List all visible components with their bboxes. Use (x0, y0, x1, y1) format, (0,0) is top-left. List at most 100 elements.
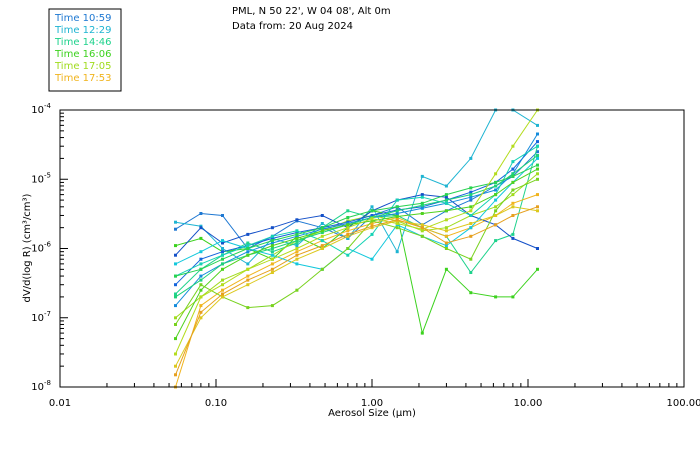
data-point (221, 214, 224, 217)
data-point (536, 156, 539, 160)
data-point (494, 205, 498, 209)
data-point (346, 236, 350, 240)
data-point (346, 253, 350, 257)
series-line (175, 145, 538, 277)
data-point (246, 267, 250, 271)
data-point (469, 205, 473, 209)
data-point (270, 234, 274, 238)
data-point (295, 239, 299, 243)
y-tick-label: 10-4 (31, 102, 51, 116)
data-point (370, 214, 374, 217)
data-point (536, 132, 539, 136)
data-point (174, 373, 177, 377)
legend-entry: Time 17:05 (54, 61, 111, 72)
data-point (494, 188, 498, 192)
data-point (174, 352, 177, 356)
data-point (270, 250, 274, 254)
data-point (320, 231, 324, 234)
data-point (320, 214, 324, 217)
data-point (395, 205, 399, 209)
data-point (511, 144, 515, 148)
data-point (246, 241, 250, 245)
data-point (174, 283, 177, 287)
data-point (395, 198, 399, 202)
data-point (511, 201, 515, 205)
data-point (370, 219, 374, 223)
data-point (199, 310, 203, 314)
data-point (395, 209, 399, 213)
data-point (270, 304, 274, 308)
data-point (494, 198, 498, 202)
data-point (320, 267, 324, 271)
data-point (174, 244, 177, 248)
data-point (246, 278, 250, 282)
data-point (420, 331, 424, 335)
data-point (295, 247, 299, 250)
data-point (395, 212, 399, 215)
data-point (395, 226, 399, 230)
data-point (444, 241, 448, 245)
data-point (444, 226, 448, 230)
data-point (295, 288, 299, 292)
data-point (370, 232, 374, 236)
data-point (346, 232, 350, 236)
data-point (444, 229, 448, 233)
legend-entry: Time 16:06 (54, 49, 111, 60)
data-point (270, 253, 274, 257)
data-point (199, 278, 203, 282)
data-point (320, 239, 324, 243)
data-point (320, 247, 324, 250)
data-point (174, 304, 177, 308)
series-line (175, 164, 538, 277)
data-point (221, 257, 224, 261)
data-point (370, 222, 374, 225)
data-point (469, 214, 473, 217)
data-point (469, 226, 473, 230)
data-point (420, 174, 424, 178)
data-point (444, 244, 448, 248)
data-point (420, 212, 424, 215)
data-point (174, 253, 177, 257)
data-point (221, 267, 224, 271)
data-point (444, 195, 448, 199)
data-point (420, 201, 424, 205)
data-point (536, 193, 539, 197)
data-point (246, 244, 250, 248)
data-point (536, 172, 539, 176)
data-point (536, 209, 539, 213)
series-line (175, 194, 538, 388)
data-point (199, 212, 203, 215)
data-point (295, 257, 299, 261)
data-point (199, 267, 203, 271)
data-point (295, 253, 299, 257)
data-point (174, 364, 177, 368)
y-tick-label: 10-7 (31, 310, 51, 324)
chart-title: PML, N 50 22', W 04 08', Alt 0m (232, 6, 391, 17)
data-point (395, 218, 399, 222)
data-point (174, 323, 177, 326)
data-point (370, 205, 374, 209)
data-point (469, 195, 473, 199)
data-point (295, 232, 299, 236)
data-point (511, 167, 515, 171)
data-point (174, 220, 177, 224)
data-point (221, 247, 224, 250)
data-point (346, 229, 350, 233)
series-line (175, 206, 538, 367)
data-point (395, 215, 399, 218)
data-point (469, 271, 473, 274)
data-point (469, 198, 473, 202)
data-point (511, 180, 515, 184)
data-point (444, 201, 448, 205)
data-point (174, 262, 177, 266)
data-point (346, 223, 350, 227)
series-line (175, 109, 538, 355)
data-point (270, 267, 274, 271)
data-point (536, 144, 539, 148)
data-point (295, 262, 299, 266)
data-point (270, 257, 274, 261)
data-point (494, 214, 498, 217)
data-point (221, 241, 224, 245)
data-point (536, 267, 539, 271)
